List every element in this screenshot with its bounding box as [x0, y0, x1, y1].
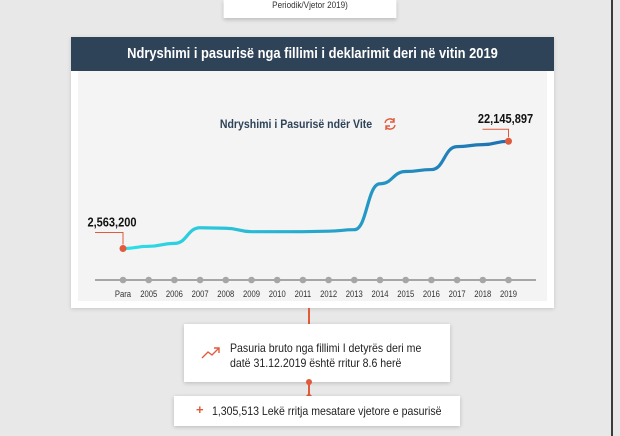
top-tab: Periodik/Vjetor 2019)	[223, 0, 397, 18]
start-callout-line	[95, 231, 124, 245]
series-line	[121, 139, 511, 251]
x-tick-label: 2007	[192, 288, 209, 299]
axis-tick-dot	[171, 276, 178, 284]
end-point	[505, 137, 512, 145]
line-chart: Ndryshimi i Pasurisë ndër Vite ParaFilli…	[87, 111, 536, 301]
x-tick-label: 2010	[269, 288, 286, 299]
growth-text-line1: Pasuria bruto nga fillimi I detyrës deri…	[230, 341, 422, 355]
panel-header: Ndryshimi i pasurisë nga fillimi i dekla…	[71, 37, 554, 71]
x-tick-label: 2018	[474, 288, 491, 299]
x-tick-label: Fillimit	[112, 299, 134, 301]
x-tick-label: 2015	[397, 288, 414, 299]
connector-line	[308, 308, 310, 328]
axis-tick-dot	[273, 276, 281, 284]
growth-info-box: Pasuria bruto nga fillimi I detyrës deri…	[184, 324, 450, 382]
axis-tick-dot	[505, 276, 512, 284]
connector-line-2	[308, 382, 310, 396]
x-tick-label: 2017	[449, 288, 466, 299]
x-tick-label: 2008	[217, 288, 234, 299]
plus-icon: +	[196, 402, 204, 417]
axis-tick-dot	[351, 276, 358, 284]
x-tick-label: 2016	[423, 288, 440, 299]
x-tick-label: 2009	[243, 288, 260, 299]
axis-tick-dot	[453, 276, 461, 284]
page-divider	[611, 0, 613, 436]
chart-title: Ndryshimi i Pasurisë ndër Vite	[220, 118, 372, 131]
axis-tick-dot	[119, 276, 127, 284]
chart-area: Ndryshimi i Pasurisë ndër Vite ParaFilli…	[78, 71, 547, 301]
refresh-icon	[384, 118, 396, 130]
end-callout-line	[482, 128, 509, 138]
x-tick-label: 2006	[166, 288, 183, 299]
x-tick-label: 2013	[346, 288, 363, 299]
axis-tick-dot	[479, 276, 487, 284]
end-value-label: 22,145,897	[478, 111, 533, 126]
axis-tick-dot	[299, 276, 307, 284]
connector-dot-2	[306, 379, 312, 385]
axis-tick-dot	[145, 276, 152, 284]
x-tick-label: 2014	[371, 288, 388, 299]
x-tick-label: 2012	[320, 288, 337, 299]
axis-tick-dot	[402, 276, 410, 284]
start-value-label: 2,563,200	[87, 215, 136, 230]
axis-tick-dot	[196, 276, 204, 284]
axis-tick-dot	[325, 276, 332, 284]
axis-tick-dot	[222, 276, 230, 284]
axis-tick-dot	[428, 276, 435, 284]
average-info-box: + 1,305,513 Lekë rritja mesatare vjetore…	[174, 396, 460, 426]
axis-tick-dot	[376, 276, 384, 284]
panel-title: Ndryshimi i pasurisë nga fillimi i dekla…	[127, 45, 498, 62]
x-tick-label: 2019	[500, 288, 517, 299]
x-tick-label: Para	[115, 288, 131, 299]
growth-text-line2: datë 31.12.2019 është rritur 8.6 herë	[230, 356, 402, 370]
chart-panel: Ndryshimi i pasurisë nga fillimi i dekla…	[71, 37, 554, 308]
trend-up-icon	[201, 347, 220, 359]
axis-tick-dot	[248, 276, 255, 284]
start-point	[119, 244, 127, 252]
x-tick-label: 2005	[140, 288, 157, 299]
average-text: 1,305,513 Lekë rritja mesatare vjetore e…	[212, 404, 442, 418]
top-tab-text: Periodik/Vjetor 2019)	[272, 0, 348, 10]
x-tick-label: 2011	[295, 288, 312, 299]
